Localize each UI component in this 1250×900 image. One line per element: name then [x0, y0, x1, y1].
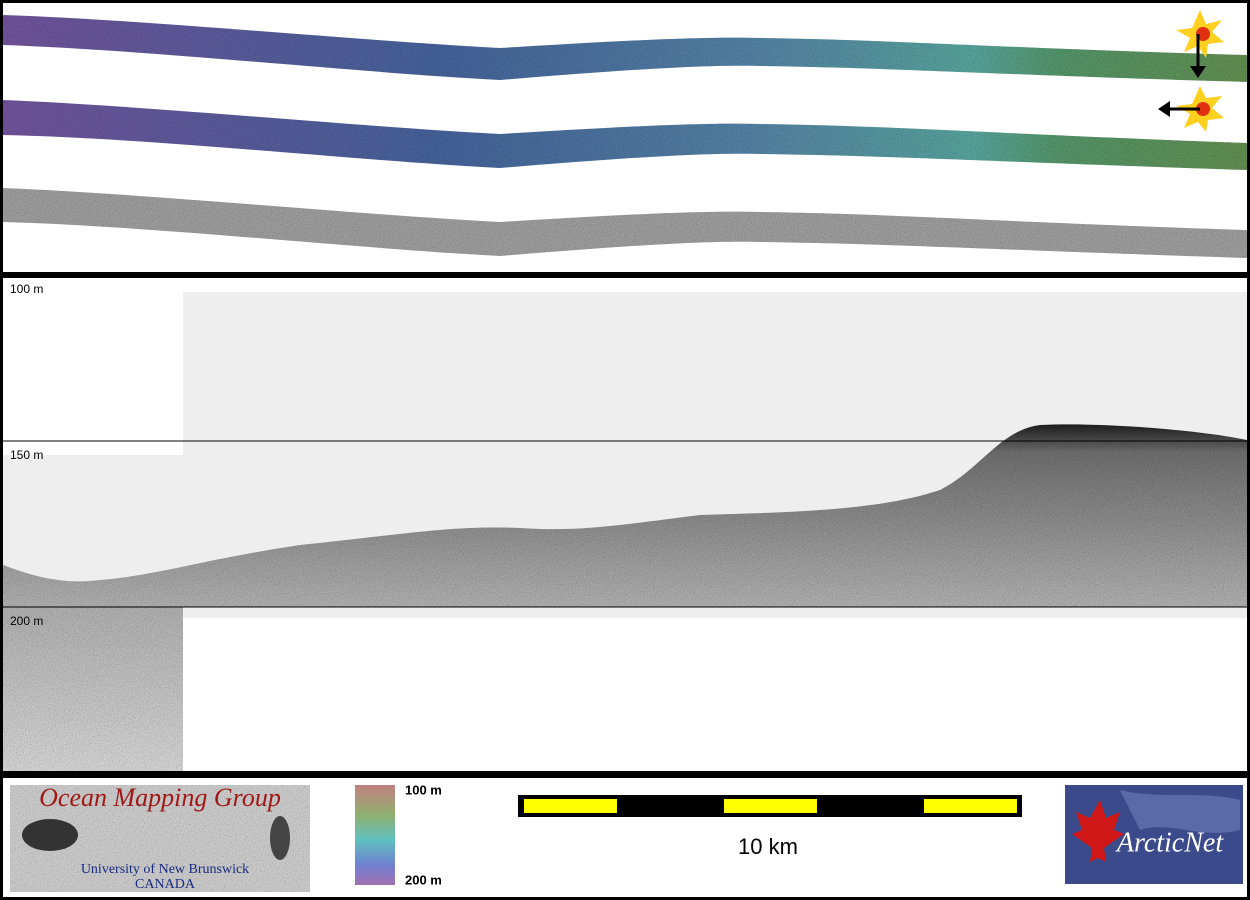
arcticnet-logo: ArcticNet [1065, 785, 1243, 884]
colorbar-label: 100 m [405, 782, 442, 797]
seabed-echo [3, 424, 1247, 771]
arcticnet-label: ArcticNet [1115, 827, 1224, 858]
scale-bar [518, 795, 1022, 817]
depth-label: 150 m [10, 448, 43, 462]
logo-title: Ocean Mapping Group [39, 783, 281, 812]
logo-country: CANADA [135, 877, 196, 892]
depth-label: 200 m [10, 614, 43, 628]
logo-subtitle: University of New Brunswick [81, 862, 249, 877]
depth-label: 100 m [10, 282, 43, 296]
swath-backscatter [3, 188, 1247, 258]
ocean-mapping-logo: Ocean Mapping Group University of New Br… [10, 783, 310, 892]
colorbar [355, 785, 395, 885]
sun-icon [1158, 10, 1224, 132]
colorbar-label: 200 m [405, 872, 442, 887]
swath-colored [3, 100, 1247, 170]
scale-bar-label: 10 km [738, 834, 798, 859]
swath-colored [3, 15, 1247, 82]
